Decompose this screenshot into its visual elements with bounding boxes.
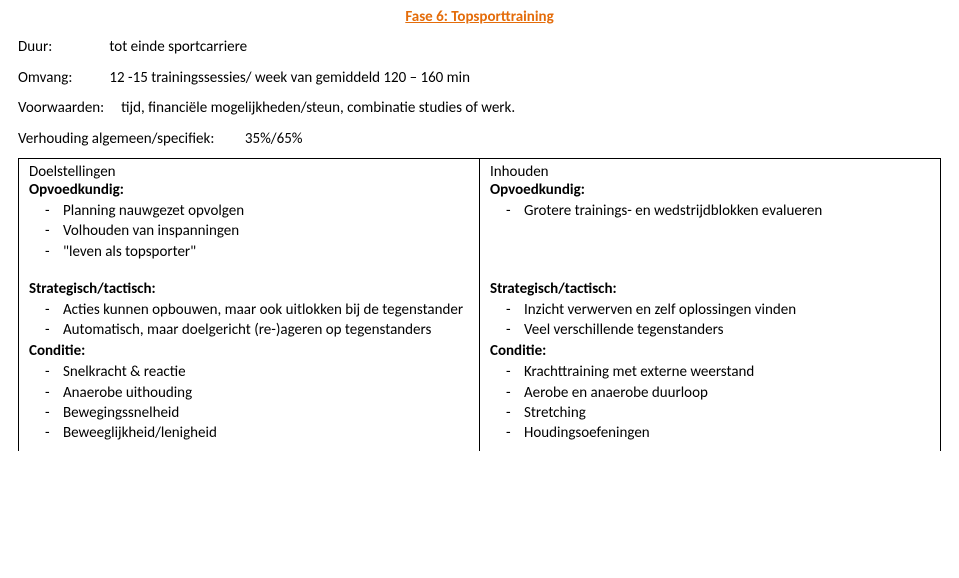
list-item: Stretching — [524, 403, 930, 423]
row1-right-title: Opvoedkundig: — [490, 181, 930, 199]
header-right: Inhouden — [490, 163, 930, 181]
row2-right-cond-list: Krachttraining met externe weerstand Aer… — [490, 362, 930, 443]
row2-left-strat-title: Strategisch/tactisch: — [29, 280, 469, 298]
row2-right-strat-title: Strategisch/tactisch: — [490, 280, 930, 298]
meta-duur-value: tot einde sportcarriere — [109, 38, 247, 56]
meta-omvang-value: 12 -15 trainingssessies/ week van gemidd… — [109, 69, 470, 87]
row1-left-title: Opvoedkundig: — [29, 181, 469, 199]
meta-verhouding-label: Verhouding algemeen/specifiek: — [18, 128, 214, 151]
list-item: Aerobe en anaerobe duurloop — [524, 383, 930, 403]
meta-duur: Duur: tot einde sportcarriere — [18, 36, 941, 59]
list-item: Veel verschillende tegenstanders — [524, 320, 930, 340]
list-item: Krachttraining met externe weerstand — [524, 362, 930, 382]
cell-top-left: Doelstellingen Opvoedkundig: Planning na… — [19, 159, 480, 270]
list-item: "leven als topsporter" — [63, 242, 469, 262]
list-item: Inzicht verwerven en zelf oplossingen vi… — [524, 300, 930, 320]
header-left: Doelstellingen — [29, 163, 469, 181]
meta-omvang-label: Omvang: — [18, 67, 106, 90]
cell-bottom-right: Strategisch/tactisch: Inzicht verwerven … — [480, 270, 941, 452]
row2-left-cond-list: Snelkracht & reactie Anaerobe uithouding… — [29, 362, 469, 443]
row2-left-cond-title: Conditie: — [29, 342, 469, 360]
list-item: Acties kunnen opbouwen, maar ook uitlokk… — [63, 300, 469, 320]
list-item: Automatisch, maar doelgericht (re-)agere… — [63, 320, 469, 340]
list-item: Volhouden van inspanningen — [63, 221, 469, 241]
meta-omvang: Omvang: 12 -15 trainingssessies/ week va… — [18, 67, 941, 90]
meta-voorwaarden-label: Voorwaarden: — [18, 97, 104, 120]
phase-title: Fase 6: Topsporttraining — [18, 8, 941, 26]
list-item: Grotere trainings- en wedstrijdblokken e… — [524, 201, 930, 221]
cell-bottom-left: Strategisch/tactisch: Acties kunnen opbo… — [19, 270, 480, 452]
cell-top-right: Inhouden Opvoedkundig: Grotere trainings… — [480, 159, 941, 270]
row1-right-list: Grotere trainings- en wedstrijdblokken e… — [490, 201, 930, 221]
meta-voorwaarden: Voorwaarden: tijd, financiële mogelijkhe… — [18, 97, 941, 120]
row2-right-cond-title: Conditie: — [490, 342, 930, 360]
row1-left-list: Planning nauwgezet opvolgen Volhouden va… — [29, 201, 469, 262]
list-item: Anaerobe uithouding — [63, 383, 469, 403]
list-item: Bewegingssnelheid — [63, 403, 469, 423]
row2-right-strat-list: Inzicht verwerven en zelf oplossingen vi… — [490, 300, 930, 341]
list-item: Planning nauwgezet opvolgen — [63, 201, 469, 221]
meta-verhouding-value: 35%/65% — [245, 130, 303, 148]
meta-verhouding: Verhouding algemeen/specifiek: 35%/65% — [18, 128, 941, 151]
list-item: Snelkracht & reactie — [63, 362, 469, 382]
list-item: Beweeglijkheid/lenigheid — [63, 423, 469, 443]
list-item: Houdingsoefeningen — [524, 423, 930, 443]
content-table: Doelstellingen Opvoedkundig: Planning na… — [18, 158, 941, 451]
meta-voorwaarden-value: tijd, financiële mogelijkheden/steun, co… — [121, 99, 515, 117]
row2-left-strat-list: Acties kunnen opbouwen, maar ook uitlokk… — [29, 300, 469, 341]
meta-duur-label: Duur: — [18, 36, 106, 59]
